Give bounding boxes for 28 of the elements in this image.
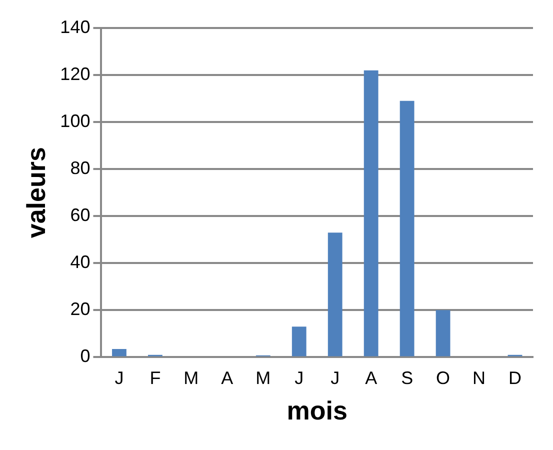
x-tick-label: O (436, 368, 450, 388)
x-axis-title: mois (286, 396, 348, 426)
x-tick-label: A (221, 368, 234, 388)
y-tick-label: 100 (60, 111, 90, 132)
x-tick-label: F (150, 368, 161, 388)
bar (436, 310, 450, 356)
y-tick-label: 20 (70, 299, 90, 320)
bar (400, 100, 414, 356)
x-tick-label: A (365, 368, 378, 388)
y-tick-label: 140 (60, 16, 90, 37)
x-tick-label: J (330, 368, 340, 388)
y-tick-label: 80 (70, 158, 90, 178)
bar (364, 70, 378, 356)
y-tick-label: 120 (60, 64, 90, 84)
x-tick-label: J (114, 368, 124, 388)
x-tick-label: J (294, 368, 304, 388)
bar (328, 232, 342, 356)
x-tick-label: N (472, 368, 486, 388)
y-tick-label: 0 (80, 346, 90, 366)
x-tick-label: M (184, 368, 199, 388)
x-tick-label: S (401, 368, 414, 388)
bar (292, 326, 306, 356)
y-tick-label: 60 (70, 205, 90, 226)
y-axis-title: valeurs (20, 147, 51, 238)
bar (112, 348, 126, 356)
y-tick-label: 40 (70, 252, 90, 272)
x-tick-label: D (508, 368, 522, 388)
x-tick-label: M (256, 368, 271, 388)
